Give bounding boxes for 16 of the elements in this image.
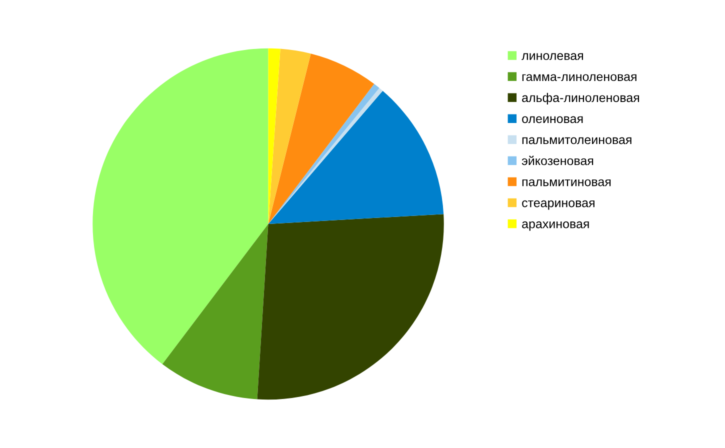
legend-label: пальмитиновая (522, 179, 611, 186)
pie-slice (257, 214, 444, 400)
legend-label: стеариновая (522, 200, 594, 210)
legend-label: линолевая (522, 53, 583, 60)
legend-label: олеиновая (522, 116, 583, 124)
pie-slice (162, 224, 268, 400)
pie-slice (92, 48, 268, 364)
pie-slice (268, 48, 311, 224)
legend-label: арахиновая (522, 221, 589, 231)
legend-label: гамма-линоленовая (522, 74, 636, 82)
legend-label: альфа-линоленовая (522, 92, 640, 105)
pie-slice (268, 54, 374, 224)
legend-label: пальмитолеиновая (522, 137, 632, 144)
pie-slice (268, 48, 280, 224)
pie-slice (268, 90, 444, 224)
legend-label: эйкозеновая (522, 156, 594, 166)
